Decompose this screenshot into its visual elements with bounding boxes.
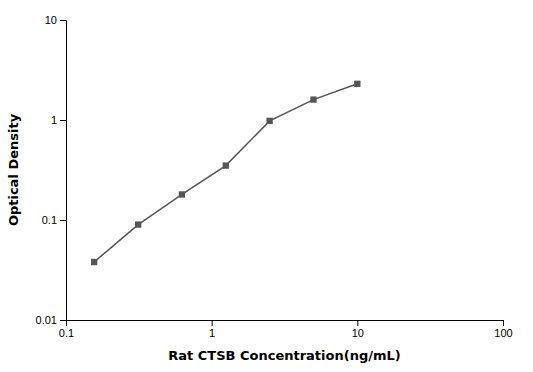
tick-mark [357,320,358,326]
y-axis: 0.01 0.1 1 10 [36,14,67,326]
point [310,96,316,102]
tick: 1 [209,320,215,339]
tick-label: 0.01 [36,314,57,326]
tick: 0.01 [36,314,66,326]
line [94,84,357,262]
tick-mark [60,320,66,321]
tick-label: 1 [209,327,215,339]
point [91,259,97,265]
point [135,221,141,227]
series [91,81,361,266]
x-axis-title: Rat CTSB Concentration(ng/mL) [168,348,401,363]
tick-label: 1 [51,114,57,126]
tick-mark [60,120,66,121]
tick-label: 10 [352,327,364,339]
point [179,191,185,197]
tick-mark [212,320,213,326]
tick: 0.1 [59,320,74,339]
y-axis-title: Optical Density [6,113,21,226]
axis-line [67,321,504,327]
chart: 0.11101000.010.1110Rat CTSB Concentratio… [0,0,533,372]
tick-mark [60,20,66,21]
tick-label: 10 [45,14,57,26]
tick-mark [60,220,66,221]
point [223,162,229,168]
tick-mark [503,320,504,326]
tick-label: 0.1 [59,327,74,339]
plot-area: 0.11101000.010.1110 [36,14,513,339]
tick: 0.1 [42,214,66,226]
tick-label: 0.1 [42,214,57,226]
tick: 10 [45,14,66,26]
tick: 100 [494,320,512,339]
point [354,81,360,87]
x-axis: 0.1 1 10 100 [59,320,513,339]
tick-label: 100 [494,327,512,339]
tick: 10 [352,320,364,339]
tick: 1 [51,114,66,126]
axis-line [60,21,67,321]
point [266,118,272,124]
